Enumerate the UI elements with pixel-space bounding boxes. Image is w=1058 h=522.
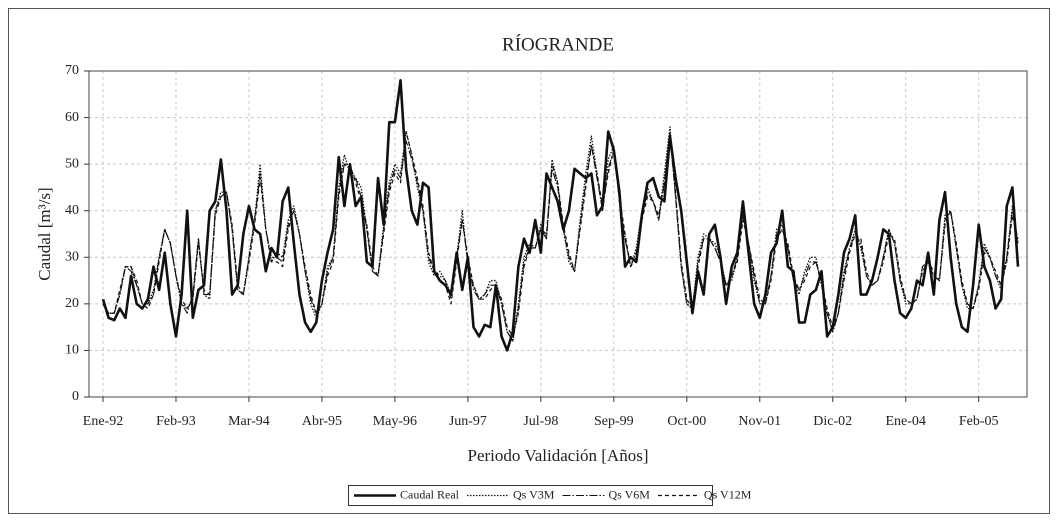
x-tick-label: Sep-99 (594, 414, 634, 429)
x-tick-label: Ene-92 (83, 414, 123, 429)
x-tick-label: Jun-97 (449, 414, 487, 429)
legend-label: Qs V3M (513, 487, 555, 501)
y-tick-label: 50 (65, 156, 79, 171)
y-axis-title: Caudal [m³/s] (35, 187, 54, 280)
y-tick-label: 60 (65, 110, 79, 125)
legend-box (348, 485, 713, 506)
x-tick-label: Oct-00 (667, 414, 706, 429)
chart-title: RÍOGRANDE (502, 33, 614, 55)
legend-label: Qs V12M (704, 487, 752, 501)
x-tick-label: Abr-95 (302, 414, 342, 429)
plot-frame (88, 70, 1028, 398)
series-line (102, 130, 1019, 338)
x-tick-label: Nov-01 (738, 414, 781, 429)
legend-label: Qs V6M (608, 487, 650, 501)
x-tick-label: Mar-94 (228, 414, 270, 429)
y-tick-label: 40 (65, 203, 79, 218)
legend-label: Caudal Real (400, 487, 460, 501)
x-tick-label: Jul-98 (523, 414, 558, 429)
x-tick-label: Feb-93 (156, 414, 196, 429)
x-tick-label: Dic-02 (813, 414, 852, 429)
y-tick-label: 70 (65, 63, 79, 78)
series-line (101, 79, 1020, 352)
series-line (102, 126, 1019, 342)
y-tick-label: 20 (65, 296, 79, 311)
y-tick-label: 30 (65, 250, 79, 265)
y-tick-label: 10 (65, 343, 79, 358)
x-axis-title: Periodo Validación [Años] (468, 446, 649, 465)
y-tick-label: 0 (72, 389, 79, 404)
x-tick-label: Ene-04 (886, 414, 926, 429)
x-tick-label: Feb-05 (959, 414, 999, 429)
x-tick-label: May-96 (373, 414, 417, 429)
